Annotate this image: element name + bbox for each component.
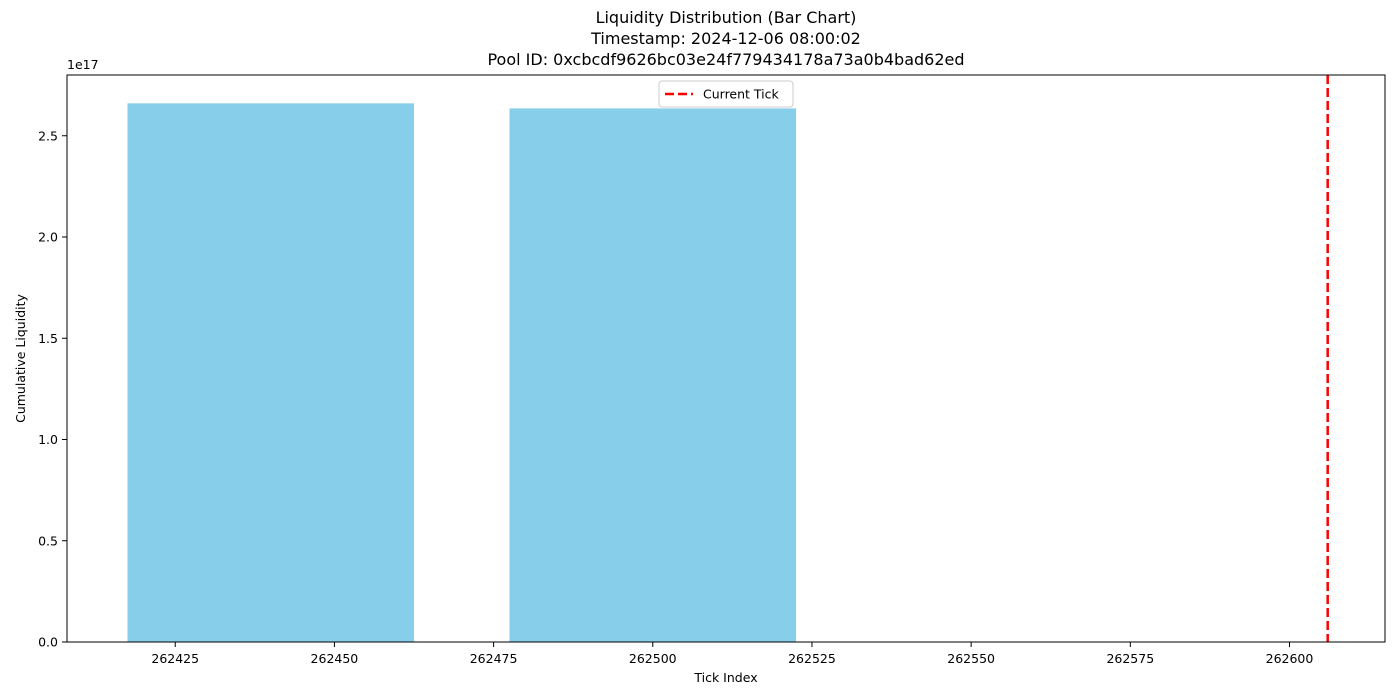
x-tick-label-5: 262550 <box>947 651 995 666</box>
y-axis-label: Cumulative Liquidity <box>13 294 28 423</box>
legend-label-current-tick: Current Tick <box>703 87 780 102</box>
y-tick-label-4: 2.0 <box>38 230 58 245</box>
plot-frame <box>66 74 1386 643</box>
x-tick-label-4: 262525 <box>788 651 836 666</box>
chart-title-line-1: Liquidity Distribution (Bar Chart) <box>595 8 857 27</box>
chart-title-line-2: Timestamp: 2024-12-06 08:00:02 <box>591 29 861 48</box>
x-tick-label-0: 262425 <box>151 651 199 666</box>
x-tick-label-1: 262450 <box>311 651 359 666</box>
bar-1 <box>509 108 797 643</box>
bar-0 <box>127 103 415 643</box>
y-tick-label-2: 1.0 <box>38 432 58 447</box>
x-tick-label-6: 262575 <box>1106 651 1154 666</box>
legend-box <box>658 80 794 108</box>
y-offset-label: 1e17 <box>67 57 99 72</box>
y-tick-label-0: 0.0 <box>38 635 58 650</box>
y-tick-label-1: 0.5 <box>38 533 58 548</box>
y-tick-label-3: 1.5 <box>38 331 58 346</box>
x-tick-label-2: 262475 <box>470 651 518 666</box>
x-tick-label-7: 262600 <box>1266 651 1314 666</box>
y-tick-label-5: 2.5 <box>38 128 58 143</box>
x-tick-label-3: 262500 <box>629 651 677 666</box>
x-axis-label: Tick Index <box>693 670 757 685</box>
chart-title-line-3: Pool ID: 0xcbcdf9626bc03e24f779434178a73… <box>487 50 965 69</box>
